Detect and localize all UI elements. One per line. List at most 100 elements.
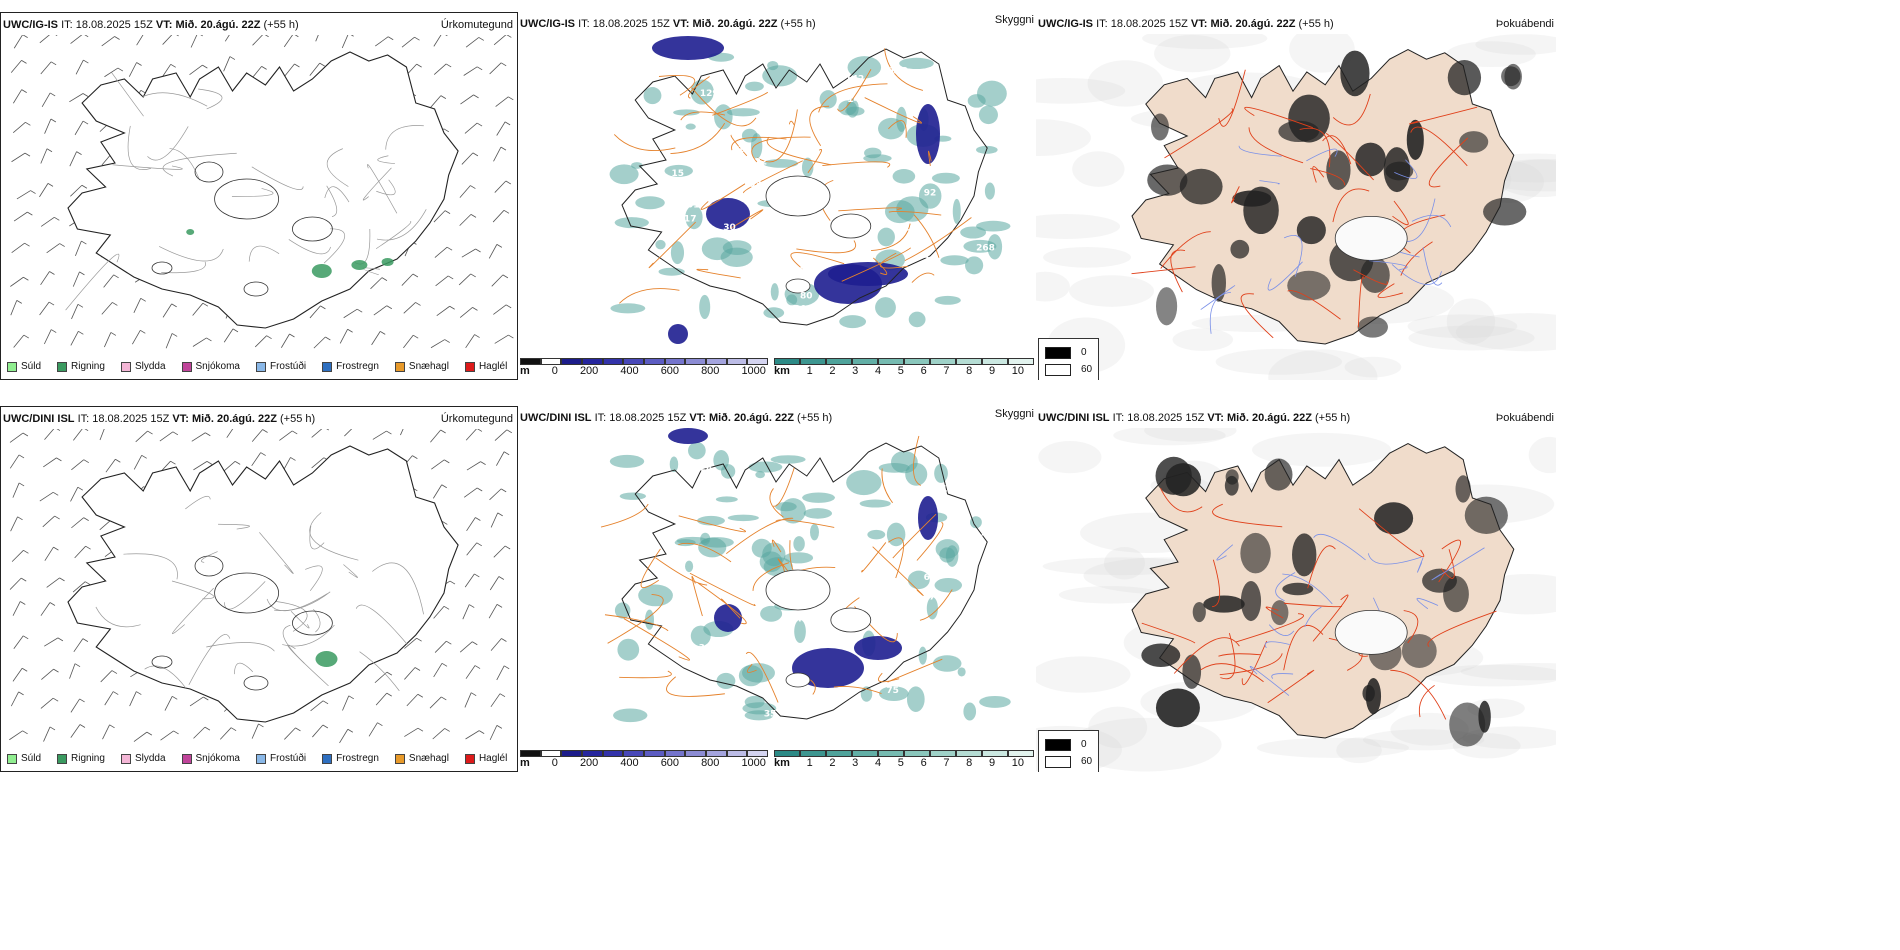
fog-legend-swatch xyxy=(1045,363,1071,376)
cloud-base-label: 20 xyxy=(794,304,807,314)
colorbar-cell xyxy=(540,750,562,757)
colorbar-tick: 800 xyxy=(701,757,720,769)
colorbar-cell xyxy=(1008,358,1034,365)
colorbar-tick: 200 xyxy=(579,365,599,377)
colorbar-cell xyxy=(904,750,930,757)
cloud-base-label: 204 xyxy=(907,228,926,238)
legend-item: Haglél xyxy=(464,361,508,372)
fog-legend-swatch xyxy=(1045,755,1071,768)
cloud-base-label: 48 xyxy=(769,140,782,150)
legend-swatch xyxy=(464,361,475,372)
colorbar-tick: 0 xyxy=(551,365,558,377)
legend-label: Frostregn xyxy=(336,753,379,764)
colorbar-cell xyxy=(520,358,541,365)
colorbar-tick: 200 xyxy=(579,757,599,769)
panel-title: Þokuábendi xyxy=(1495,18,1554,30)
colorbar-tick: 5 xyxy=(897,365,904,377)
cloud-base-label: 69 xyxy=(924,573,937,583)
legend-item: Súld xyxy=(7,361,41,372)
legend-label: Haglél xyxy=(478,361,508,372)
colorbar-cell xyxy=(800,358,826,365)
legend-swatch xyxy=(57,361,68,372)
panel-header: UWC/DINI ISL IT: 18.08.2025 15Z VT: Mið.… xyxy=(520,412,833,424)
colorbar-tick: 400 xyxy=(620,365,639,377)
cloud-base-label: 40 xyxy=(796,614,809,624)
fog-legend-swatch xyxy=(1045,738,1071,751)
cloud-base-label: 105 xyxy=(669,503,688,513)
colorbar-tick: 6 xyxy=(920,365,927,377)
precip-panel-dini: UWC/DINI ISL IT: 18.08.2025 15Z VT: Mið.… xyxy=(0,406,518,772)
cloud-base-label: 136 xyxy=(789,54,808,64)
colorbar-cell xyxy=(726,750,748,757)
legend-swatch xyxy=(7,361,17,372)
cloud-base-label: 119 xyxy=(934,42,953,52)
colorbar-tick: 0 xyxy=(551,757,558,769)
legend-item: Snæhagl xyxy=(394,361,449,372)
colorbar-tick: 10 xyxy=(1011,757,1024,769)
fog-legend-item: 0 xyxy=(1045,344,1092,361)
colorbar-cell xyxy=(581,750,603,757)
colorbar-tick: 800 xyxy=(701,365,720,377)
legend-item: Rigning xyxy=(57,361,105,372)
colorbar-cell xyxy=(602,750,624,757)
colorbar-cell xyxy=(878,358,904,365)
cloud-base-label: 75 xyxy=(886,686,899,696)
cloud-base-label: 62 xyxy=(687,324,700,334)
cloud-base-label: 268 xyxy=(976,244,995,254)
fog-legend-label: 0 xyxy=(1081,739,1087,750)
legend-swatch xyxy=(255,753,266,764)
visibility-ticks: km 1 2 3 4 5 6 7 8 9 10 xyxy=(774,365,1024,377)
legend-swatch xyxy=(120,361,131,372)
colorbar-cell xyxy=(623,358,644,365)
cloud-base-label: 258 xyxy=(815,439,834,449)
iceland-map xyxy=(1036,34,1556,380)
colorbar-cell xyxy=(956,358,982,365)
fog-panel-igis: UWC/IG-IS IT: 18.08.2025 15Z VT: Mið. 20… xyxy=(1036,12,1556,380)
cloud-base-label: 15 xyxy=(671,169,684,179)
colorbar-cell xyxy=(540,358,562,365)
cloud-base-label: 51 xyxy=(973,281,986,291)
fog-legend-item: 0 xyxy=(1045,736,1092,753)
visibility-panel-dini: UWC/DINI ISL IT: 18.08.2025 15Z VT: Mið.… xyxy=(518,406,1036,772)
colorbar-tick: 8 xyxy=(966,365,973,377)
legend-swatch xyxy=(464,753,475,764)
precip-type-legend: Súld Rigning Slydda Snjókoma Frostúði Frostre… xyxy=(7,753,507,764)
colorbar-cell xyxy=(664,358,686,365)
colorbar-tick: 9 xyxy=(988,757,996,769)
colorbar-unit: km xyxy=(774,757,790,769)
legend-item: Snæhagl xyxy=(394,753,449,764)
cloud-base-label: 258 xyxy=(864,109,883,119)
legend-label: Rigning xyxy=(71,361,105,372)
colorbar-unit: m xyxy=(520,365,530,377)
colorbar-cell xyxy=(774,750,800,757)
colorbar-cell xyxy=(800,750,826,757)
colorbar-cell xyxy=(1008,750,1034,757)
legend-label: Frostúði xyxy=(269,361,307,372)
cloud-base-ticks: m 0 200 400 600 800 1000 xyxy=(520,365,766,377)
colorbar-cell xyxy=(561,358,582,365)
colorbar-tick: 4 xyxy=(874,757,882,769)
legend-swatch xyxy=(255,361,266,372)
colorbar-tick: 1 xyxy=(806,365,813,377)
legend-label: Snæhagl xyxy=(408,361,449,372)
legend-swatch xyxy=(322,753,333,764)
cloud-base-colorbar xyxy=(520,750,768,757)
cloud-base-label: 84 xyxy=(959,551,972,561)
cloud-base-label: 39 xyxy=(699,644,712,654)
cloud-base-label: 92 xyxy=(864,116,877,126)
legend-item: Slydda xyxy=(120,361,166,372)
colorbar-cell xyxy=(774,358,800,365)
iceland-map xyxy=(10,35,514,349)
colorbar-cell xyxy=(747,358,768,365)
colorbar-cell xyxy=(982,750,1008,757)
panel-title: Skyggni xyxy=(994,14,1034,26)
legend-swatch xyxy=(7,753,17,764)
colorbar-cell xyxy=(930,358,956,365)
legend-swatch xyxy=(181,753,192,764)
fog-legend-item: 60 xyxy=(1045,361,1092,378)
legend-swatch xyxy=(181,361,192,372)
colorbar-tick: 2 xyxy=(829,757,836,769)
legend-label: Frostúði xyxy=(269,753,307,764)
colorbar-tick: 400 xyxy=(620,757,639,769)
colorbar-unit: m xyxy=(520,757,530,769)
